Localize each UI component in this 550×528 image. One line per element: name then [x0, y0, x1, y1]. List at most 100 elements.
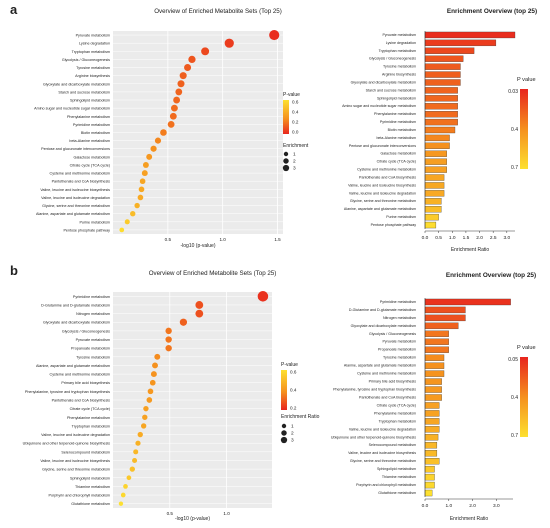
dot-point	[165, 344, 172, 352]
p-value-colorbar	[283, 100, 289, 134]
dot-plot-category-label: Porphyrin and chlorophyll metabolism	[49, 494, 111, 498]
bar-category-label: Glyoxylate and dicarboxylate metabolism	[351, 324, 416, 328]
enrichment-bar	[424, 314, 466, 322]
enrichment-bar	[424, 354, 445, 361]
dot-point	[154, 353, 161, 360]
dot-plot-category-label: Amino sugar and nucleotide sugar metabol…	[34, 107, 110, 111]
dot-plot-category-label: Glycolysis / Gluconeogenesis	[62, 58, 110, 62]
dot-plot-a: Overview of Enriched Metabolite Sets (To…	[34, 8, 309, 249]
dot-point	[118, 501, 124, 506]
bar-category-label: Biotin metabolism	[388, 128, 416, 132]
p-value-legend-tick: 0.0	[292, 130, 299, 135]
dot-plot-category-label: Citrate cycle (TCA cycle)	[70, 163, 110, 167]
bar-x-tick-label: 2.0	[469, 503, 476, 509]
enrichment-bar	[424, 481, 435, 489]
bar-category-label: Tyrosine metabolism	[383, 65, 416, 69]
bar-legend-title: P value	[517, 345, 536, 351]
enrichment-legend-tick: 1	[293, 152, 296, 158]
bar-category-label: beta-Alanine metabolism	[376, 136, 416, 140]
enrichment-legend-tick: 2	[291, 431, 294, 437]
enrichment-bar	[424, 126, 456, 134]
dot-plot-category-label: Tyrosine metabolism	[76, 66, 110, 70]
dot-plot-category-label: Propanoate metabolism	[71, 347, 110, 351]
bar-category-label: Starch and sucrose metabolism	[366, 88, 416, 92]
bar-category-label: Nitrogen metabolism	[383, 316, 416, 320]
enrichment-bar	[424, 362, 445, 369]
bar-category-label: Amino sugar and nucleotide sugar metabol…	[342, 104, 416, 108]
dot-plot-title: Overview of Enriched Metabolite Sets (To…	[149, 270, 277, 277]
dot-point	[142, 414, 148, 420]
enrichment-bar	[424, 322, 459, 330]
dot-plot-category-label: Glycine, serine and threonine metabolism	[42, 468, 110, 472]
bar-category-label: Glutathione metabolism	[378, 491, 416, 495]
dot-plot-category-label: Ubiquinone and other terpenoid-quinone b…	[23, 442, 110, 446]
enrichment-bar	[424, 465, 435, 473]
dot-plot-category-label: Primary bile acid biosynthesis	[61, 381, 110, 385]
dot-plot-x-tick-label: 1.5	[274, 237, 281, 242]
bar-x-tick-label: 0.0	[422, 503, 429, 509]
enrichment-bar	[424, 450, 438, 457]
bar-category-label: Sphingolipid metabolism	[377, 467, 416, 471]
enrichment-bar	[424, 370, 445, 377]
enrichment-bar	[424, 118, 458, 126]
dot-plot-category-label: Lysine degradation	[79, 42, 110, 46]
enrichment-legend-dot	[280, 436, 288, 444]
bar-category-label: Glycine, serine and threonine metabolism	[350, 459, 416, 463]
dot-point	[160, 129, 167, 136]
enrichment-bar	[424, 473, 435, 481]
bar-x-axis-label: Enrichment Ratio	[451, 247, 490, 253]
enrichment-bar	[424, 410, 440, 417]
bar-category-label: Porphyrin and chlorophyll metabolism	[356, 483, 416, 487]
bar-x-axis-label: Enrichment Ratio	[450, 516, 489, 522]
enrichment-bar	[424, 174, 445, 181]
enrichment-bar	[424, 418, 440, 425]
dot-plot-category-label: Pyrimidine metabolism	[73, 295, 110, 299]
dot-plot-x-tick-label: 1.0	[219, 237, 226, 242]
dot-point	[137, 431, 143, 438]
dot-point	[195, 309, 204, 318]
dot-point	[165, 327, 172, 335]
dot-plot-category-label: Pyruvate metabolism	[76, 338, 110, 342]
panel-b: b Overview of Enriched Metabolite Sets (T…	[10, 263, 536, 522]
dot-plot-category-label: Selenocompound metabolism	[61, 450, 110, 454]
bar-category-label: Ubiquinone and other terpenoid-quinone b…	[331, 435, 416, 439]
dot-plot-category-label: Arginine biosynthesis	[75, 74, 110, 78]
dot-point	[146, 153, 153, 160]
dot-point	[269, 29, 280, 41]
bar-category-label: Phenylalanine metabolism	[374, 411, 416, 415]
dot-plot-b: Overview of Enriched Metabolite Sets (To…	[23, 270, 320, 522]
bar-legend-colorbar	[520, 357, 528, 437]
enrichment-bar	[424, 198, 442, 205]
dot-plot-category-label: Alanine, aspartate and glutamate metabol…	[36, 364, 110, 368]
enrichment-bar	[424, 103, 458, 110]
dot-plot-category-label: Alanine, aspartate and glutamate metabol…	[36, 212, 110, 216]
dot-plot-category-label: D-Glutamine and D-glutamate metabolism	[41, 303, 110, 307]
dot-plot-category-label: Pentose and glucuronate interconversions	[41, 147, 110, 151]
dot-point	[167, 120, 175, 128]
bar-x-tick-label: 0.5	[435, 235, 442, 241]
dot-point	[134, 202, 140, 209]
enrichment-bar	[424, 426, 440, 433]
dot-plot-title: Overview of Enriched Metabolite Sets (To…	[154, 8, 282, 15]
enrichment-bar	[424, 31, 516, 39]
enrichment-bar	[424, 213, 439, 221]
bar-legend-tick: 0.4	[511, 395, 518, 401]
bar-category-label: Valine, leucine and isoleucine biosynthe…	[348, 451, 416, 455]
dot-plot-x-tick-label: 0.5	[165, 237, 172, 242]
enrichment-bar	[424, 298, 511, 306]
dot-plot-category-label: Citrate cycle (TCA cycle)	[70, 407, 110, 411]
bar-category-label: Glycolysis / Gluconeogenesis	[369, 57, 416, 61]
enrichment-legend-title: Enrichment Ratio	[281, 414, 320, 420]
dot-plot-category-label: Glyoxylate and dicarboxylate metabolism	[43, 321, 110, 325]
bar-category-label: Glyoxylate and dicarboxylate metabolism	[351, 80, 416, 84]
dot-point	[138, 186, 145, 193]
bar-category-label: Tryptophan metabolism	[379, 49, 416, 53]
enrichment-bar	[424, 394, 442, 401]
dot-point	[143, 405, 149, 412]
p-value-legend-tick: 0.4	[292, 110, 299, 115]
bar-x-tick-label: 3.0	[503, 235, 510, 241]
bar-category-label: Galactose metabolism	[380, 152, 416, 156]
enrichment-bar	[424, 71, 461, 78]
dot-plot-category-label: Valine, leucine and isoleucine degradati…	[41, 196, 110, 200]
